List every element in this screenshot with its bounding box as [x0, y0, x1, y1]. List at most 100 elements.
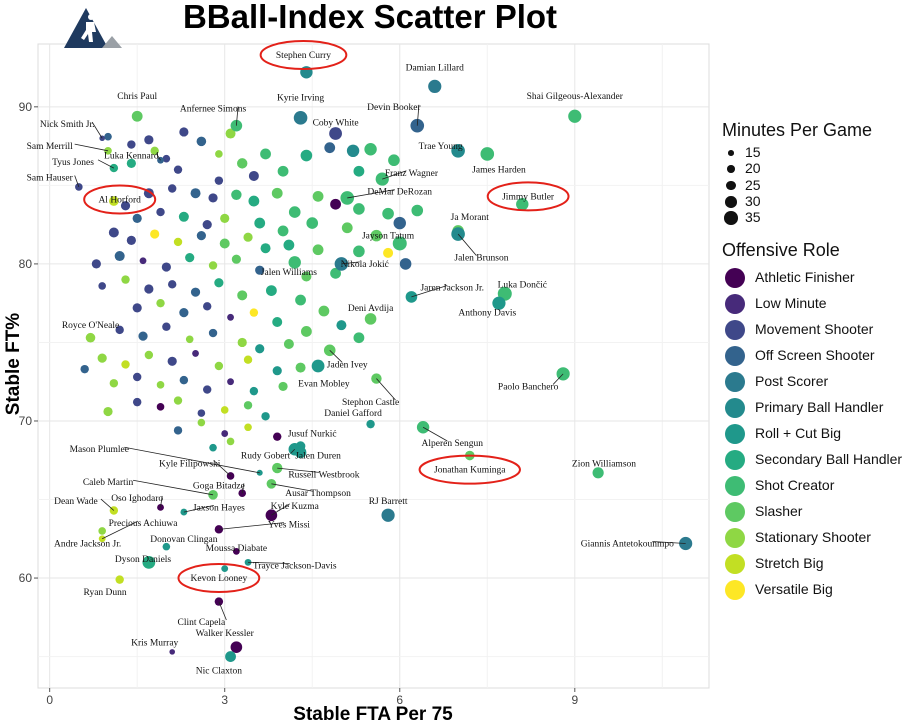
point-label: Alperen Sengun: [422, 439, 484, 449]
data-point: [167, 356, 177, 366]
data-points: [75, 66, 693, 662]
point-label: Daniel Gafford: [324, 408, 382, 419]
data-point: [370, 229, 383, 242]
axes: 0 3 6 9 60 70 80 90: [19, 100, 579, 707]
data-point: [283, 239, 295, 251]
data-point: [411, 204, 424, 217]
point-label: Kevon Looney: [191, 574, 248, 584]
point-label: Rudy Gobert: [241, 452, 291, 462]
point-label: Jalen Duren: [295, 452, 341, 462]
point-label: Precious Achiuwa: [109, 519, 179, 529]
point-label: Kyle Filipowski: [159, 459, 221, 469]
data-point: [353, 165, 365, 177]
size-legend: 15 20 25 30 35: [722, 144, 921, 226]
role-legend-label: Roll + Cut Big: [755, 425, 841, 442]
data-point: [192, 350, 199, 357]
data-point: [272, 462, 283, 474]
data-point: [132, 372, 142, 382]
data-point: [109, 379, 119, 388]
data-point: [227, 313, 234, 321]
role-legend-item: Secondary Ball Handler: [722, 447, 921, 473]
label-leader-line: [422, 426, 448, 442]
highlight-circle: [83, 184, 157, 215]
point-label: Caleb Martin: [83, 478, 134, 488]
data-point: [265, 285, 277, 297]
x-tick-label: 9: [571, 693, 578, 707]
point-label: Tyus Jones: [52, 158, 94, 168]
data-point: [221, 430, 229, 437]
y-tick-label: 90: [19, 100, 33, 114]
data-point: [255, 265, 265, 275]
data-point: [237, 158, 248, 169]
label-leader-line: [74, 175, 80, 188]
point-label: Sam Merrill: [27, 142, 74, 152]
role-legend-item: Slasher: [722, 499, 921, 525]
data-point: [312, 244, 324, 256]
size-legend-title: Minutes Per Game: [722, 120, 873, 140]
size-dot-icon: [728, 150, 734, 156]
point-label: Kyrie Irving: [277, 93, 324, 103]
role-legend-label: Movement Shooter: [755, 321, 874, 338]
label-leader-line: [347, 189, 395, 199]
label-leader-line: [457, 233, 477, 256]
data-point: [98, 527, 106, 535]
x-axis-title: Stable FTA Per 75: [293, 704, 453, 725]
data-point: [197, 418, 206, 427]
data-point: [399, 258, 412, 270]
label-leader-line: [416, 104, 420, 126]
point-label: Jaden Ivey: [327, 360, 368, 370]
point-label: Jaxson Hayes: [193, 503, 245, 513]
data-point: [225, 651, 236, 662]
data-point: [173, 396, 183, 405]
data-point: [288, 206, 301, 218]
point-label: Clint Capela: [177, 618, 226, 628]
data-point: [312, 190, 324, 202]
size-legend-item: 25: [722, 177, 921, 194]
role-color-dot-icon: [725, 450, 745, 471]
data-point: [144, 350, 154, 360]
grid-lines: [38, 44, 709, 688]
data-point: [162, 542, 171, 551]
data-point: [214, 361, 224, 371]
data-point: [353, 332, 365, 344]
size-dot-icon: [727, 165, 735, 174]
data-point: [156, 207, 165, 217]
role-legend-item: Stretch Big: [722, 551, 921, 577]
label-leader-line: [271, 483, 314, 492]
data-point: [121, 360, 130, 369]
data-point: [272, 317, 283, 328]
label-leader-line: [329, 350, 343, 363]
y-tick-label: 70: [19, 414, 33, 428]
data-point: [592, 467, 604, 479]
data-point: [293, 111, 308, 125]
point-label: Dean Wade: [54, 497, 98, 507]
role-color-dot-icon: [725, 372, 745, 393]
label-leader-line: [411, 285, 448, 298]
role-legend-item: Movement Shooter: [722, 317, 921, 343]
label-leader-line: [382, 170, 407, 180]
data-point: [283, 339, 294, 350]
data-point: [271, 187, 283, 199]
role-color-dot-icon: [725, 476, 745, 497]
data-point: [301, 326, 312, 337]
label-leader-line: [271, 503, 290, 516]
data-point: [190, 287, 201, 297]
role-legend-label: Secondary Ball Handler: [755, 451, 903, 468]
data-point: [336, 320, 347, 331]
data-point: [428, 79, 442, 94]
data-point: [492, 296, 506, 310]
role-legend-label: Athletic Finisher: [755, 269, 855, 286]
point-label: Stephon Castle: [342, 398, 399, 408]
point-label: Al Horford: [98, 195, 141, 206]
role-legend-item: Athletic Finisher: [722, 265, 921, 291]
data-point: [121, 275, 130, 284]
label-leader-line: [652, 541, 686, 544]
size-legend-item: 15: [722, 144, 921, 161]
data-point: [120, 201, 131, 211]
data-point: [225, 128, 236, 139]
point-label: Jalen Williams: [261, 268, 317, 278]
label-leader-line: [156, 153, 161, 161]
label-leader-line: [277, 467, 319, 473]
data-point: [248, 170, 259, 181]
data-point: [156, 403, 165, 411]
